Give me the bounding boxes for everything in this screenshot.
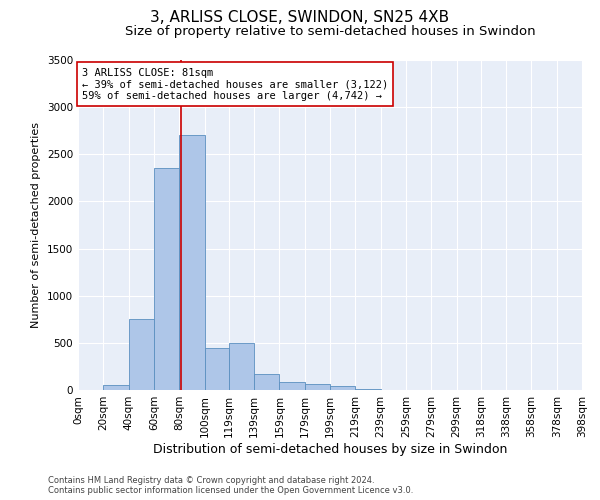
- Bar: [154, 168, 179, 390]
- Bar: [128, 320, 154, 390]
- Bar: [254, 374, 280, 390]
- Bar: [330, 386, 355, 390]
- Text: 3, ARLISS CLOSE, SWINDON, SN25 4XB: 3, ARLISS CLOSE, SWINDON, SN25 4XB: [151, 10, 449, 25]
- Bar: [103, 386, 128, 390]
- Text: Contains HM Land Registry data © Crown copyright and database right 2024.
Contai: Contains HM Land Registry data © Crown c…: [48, 476, 413, 495]
- Text: 3 ARLISS CLOSE: 81sqm
← 39% of semi-detached houses are smaller (3,122)
59% of s: 3 ARLISS CLOSE: 81sqm ← 39% of semi-deta…: [82, 68, 388, 100]
- Y-axis label: Number of semi-detached properties: Number of semi-detached properties: [31, 122, 41, 328]
- Bar: [179, 136, 205, 390]
- Bar: [229, 343, 254, 390]
- Bar: [280, 382, 305, 390]
- Bar: [355, 389, 380, 390]
- Bar: [305, 384, 330, 390]
- X-axis label: Distribution of semi-detached houses by size in Swindon: Distribution of semi-detached houses by …: [153, 442, 507, 456]
- Title: Size of property relative to semi-detached houses in Swindon: Size of property relative to semi-detach…: [125, 25, 535, 38]
- Bar: [205, 348, 229, 390]
